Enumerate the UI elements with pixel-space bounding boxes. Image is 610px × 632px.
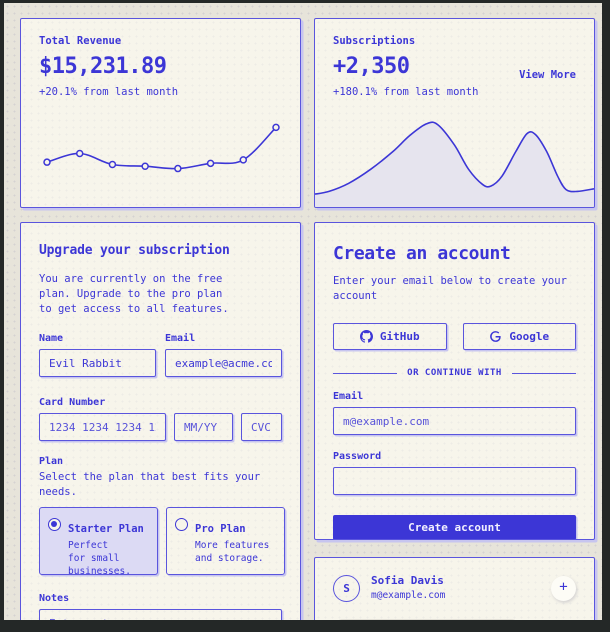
avatar: S xyxy=(333,574,360,602)
create-account-card: Create an account Enter your email below… xyxy=(314,222,595,540)
divider-label: OR CONTINUE WITH xyxy=(407,368,502,378)
revenue-delta: +20.1% from last month xyxy=(39,86,179,98)
radio-icon[interactable] xyxy=(175,518,188,531)
password-input[interactable] xyxy=(333,467,576,495)
subscriptions-area-chart xyxy=(315,121,594,207)
account-email-label: Email xyxy=(333,391,364,402)
create-account-button[interactable]: Create account xyxy=(333,515,576,539)
email-input[interactable] xyxy=(165,349,282,377)
name-input[interactable] xyxy=(39,349,156,377)
account-email-input[interactable] xyxy=(333,407,576,435)
divider-line xyxy=(333,372,398,374)
upgrade-subscription-card: Upgrade your subscription You are curren… xyxy=(20,222,301,620)
plan-description: Select the plan that best fits your need… xyxy=(39,471,261,498)
card-number-label: Card Number xyxy=(39,397,106,408)
total-revenue-card: Total Revenue $15,231.89 +20.1% from las… xyxy=(20,18,301,208)
revenue-line-chart xyxy=(43,123,280,173)
team-member-name: Sofia Davis xyxy=(371,574,444,587)
view-more-button[interactable]: View More xyxy=(519,69,576,81)
team-member-email: m@example.com xyxy=(371,590,446,601)
revenue-value: $15,231.89 xyxy=(39,54,167,79)
card-number-input[interactable] xyxy=(39,413,166,441)
notes-label: Notes xyxy=(39,593,70,604)
subscriptions-card: Subscriptions +2,350 +180.1% from last m… xyxy=(314,18,595,208)
revenue-label: Total Revenue xyxy=(39,35,122,47)
google-button[interactable]: Google xyxy=(462,323,576,350)
upgrade-description: You are currently on the free plan. Upgr… xyxy=(39,273,229,315)
plan-name: Pro Plan xyxy=(195,523,246,535)
email-label: Email xyxy=(165,333,196,344)
subscriptions-value: +2,350 xyxy=(333,54,410,79)
divider-line xyxy=(511,372,577,374)
google-button-label: Google xyxy=(509,330,550,343)
name-label: Name xyxy=(39,333,64,344)
plan-name: Starter Plan xyxy=(68,523,144,535)
github-icon xyxy=(359,330,373,343)
cvc-input[interactable] xyxy=(241,413,282,441)
pro-plan-option[interactable]: Pro Plan More features and storage. xyxy=(166,507,285,575)
app-window: Total Revenue $15,231.89 +20.1% from las… xyxy=(4,3,602,620)
plan-sub-description: Perfect for small businesses. xyxy=(68,540,131,577)
plus-icon: + xyxy=(559,579,568,595)
radio-selected-icon[interactable] xyxy=(48,518,61,531)
expiry-input[interactable] xyxy=(174,413,233,441)
account-title: Create an account xyxy=(333,243,511,264)
team-member-row: S Sofia Davis m@example.com + xyxy=(333,574,576,602)
plan-sub-description: More features and storage. xyxy=(195,540,270,564)
starter-plan-option[interactable]: Starter Plan Perfect for small businesse… xyxy=(39,507,158,577)
team-member-card: S Sofia Davis m@example.com + xyxy=(314,557,595,620)
account-description: Enter your email below to create your ac… xyxy=(333,275,567,302)
google-icon xyxy=(490,331,502,342)
plan-label: Plan xyxy=(39,456,64,467)
chat-message-bubble xyxy=(334,619,520,620)
subscriptions-label: Subscriptions xyxy=(333,35,416,47)
subscriptions-delta: +180.1% from last month xyxy=(333,86,479,98)
upgrade-title: Upgrade your subscription xyxy=(39,243,230,258)
github-button[interactable]: GitHub xyxy=(333,323,447,350)
add-member-button[interactable]: + xyxy=(551,575,576,601)
password-label: Password xyxy=(333,451,382,462)
github-button-label: GitHub xyxy=(379,330,420,343)
notes-input[interactable] xyxy=(39,609,282,620)
or-continue-divider: OR CONTINUE WITH xyxy=(333,368,577,378)
